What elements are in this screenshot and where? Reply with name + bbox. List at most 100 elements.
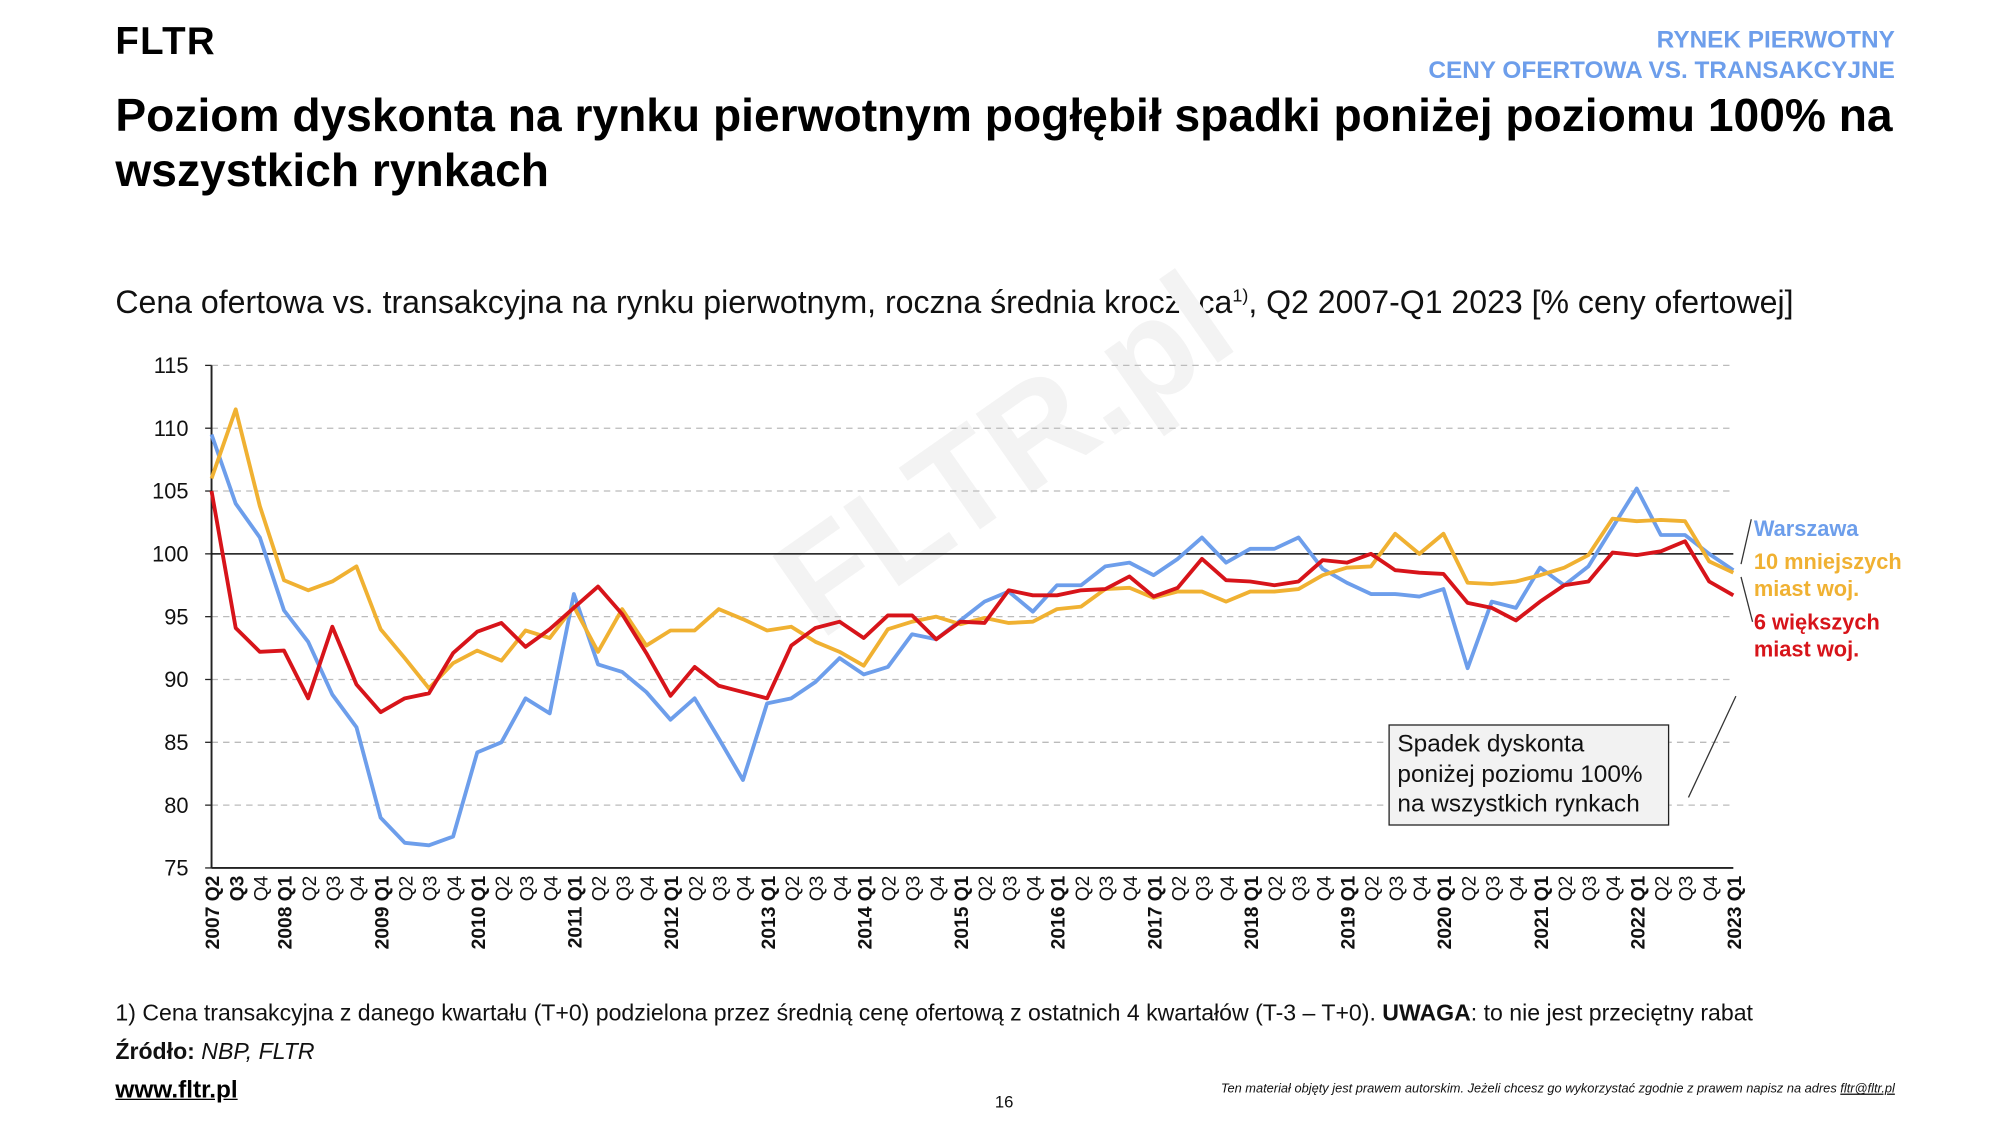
x-tick-label: Q3 <box>1097 876 1118 902</box>
y-tick-label: 95 <box>164 604 188 629</box>
chart-title: Cena ofertowa vs. transakcyjna na rynku … <box>115 285 1793 323</box>
x-tick-label: 2011 Q1 <box>566 875 587 948</box>
kicker-line-2: CENY OFERTOWA VS. TRANSAKCYJNE <box>1428 57 1895 85</box>
x-tick-label: Q2 <box>1459 876 1480 902</box>
y-tick-label: 85 <box>164 730 188 755</box>
y-tick-label: 80 <box>164 793 188 818</box>
x-tick-label: Q2 <box>590 876 611 902</box>
legend-leader-bottom <box>1740 576 1754 622</box>
x-tick-label: Q4 <box>928 875 949 901</box>
x-tick-label: Q4 <box>252 875 273 901</box>
y-tick-label: 105 <box>152 479 188 504</box>
legend-label: 10 mniejszych <box>1753 549 1902 575</box>
annotation-box: Spadek dyskonta poniżej poziomu 100% na … <box>1388 724 1670 825</box>
copyright-text: Ten materiał objęty jest prawem autorski… <box>1220 1082 1837 1097</box>
x-tick-label: Q4 <box>1604 875 1625 901</box>
x-tick-label: Q3 <box>1387 876 1408 902</box>
brand-logo: FLTR <box>115 20 216 63</box>
x-tick-label: Q2 <box>300 876 321 902</box>
x-tick-label: 2018 Q1 <box>1242 875 1263 949</box>
x-tick-label: Q3 <box>1194 876 1215 902</box>
x-tick-label: Q4 <box>831 875 852 901</box>
series-line-2 <box>209 490 1735 715</box>
x-tick-label: Q3 <box>421 876 442 902</box>
legend-label: Warszawa <box>1753 516 1859 542</box>
x-tick-label: Q2 <box>1169 876 1190 902</box>
x-tick-label: Q4 <box>735 875 756 901</box>
x-tick-label: Q3 <box>1483 876 1504 902</box>
x-tick-label: 2009 Q1 <box>372 875 393 949</box>
footnote: 1) Cena transakcyjna z danego kwartału (… <box>115 1000 1753 1027</box>
legend-leader-top <box>1740 519 1752 565</box>
source-label: Źródło: <box>115 1038 195 1065</box>
legend-6-larger-cities: 6 większych miast woj. <box>1754 609 1880 663</box>
x-tick-label: Q3 <box>1677 876 1698 902</box>
x-tick-label: Q3 <box>807 876 828 902</box>
x-tick-label: Q2 <box>783 876 804 902</box>
x-tick-label: 2012 Q1 <box>662 875 683 949</box>
source-value: NBP, FLTR <box>201 1038 315 1065</box>
x-tick-label: Q4 <box>445 875 466 901</box>
x-tick-label: Q2 <box>1266 876 1287 902</box>
x-tick-label: 2010 Q1 <box>469 875 490 949</box>
series-line-0 <box>209 433 1735 848</box>
copyright-email-link[interactable]: fltr@fltr.pl <box>1840 1082 1895 1097</box>
x-tick-label: Q4 <box>1121 875 1142 901</box>
x-tick-label: 2015 Q1 <box>952 875 973 949</box>
x-tick-label: Q3 <box>1580 876 1601 902</box>
x-tick-label: 2007 Q2 <box>203 876 224 950</box>
y-tick-label: 90 <box>164 667 188 692</box>
x-tick-label: Q2 <box>976 876 997 902</box>
chart-title-text: Cena ofertowa vs. transakcyjna na rynku … <box>115 285 1233 321</box>
x-tick-label: 2022 Q1 <box>1628 875 1649 949</box>
chart-title-footnote-ref: 1) <box>1232 284 1249 306</box>
x-tick-label: Q3 <box>1290 876 1311 902</box>
x-tick-label: Q3 <box>1000 876 1021 902</box>
y-tick-label: 115 <box>154 353 189 378</box>
source: Źródło: NBP, FLTR <box>115 1038 314 1065</box>
x-tick-label: Q3 <box>227 876 248 902</box>
x-tick-label: Q4 <box>1508 875 1529 901</box>
legend-10-smaller-cities: 10 mniejszych miast woj. <box>1754 549 1902 603</box>
x-tick-label: Q4 <box>1218 875 1239 901</box>
x-tick-label: Q2 <box>1073 876 1094 902</box>
x-tick-label: Q2 <box>880 876 901 902</box>
page-number: 16 <box>994 1092 1014 1112</box>
kicker-line-1: RYNEK PIERWOTNY <box>1656 26 1895 54</box>
footnote-rest: : to nie jest przeciętny rabat <box>1470 999 1753 1026</box>
x-tick-label: 2019 Q1 <box>1339 875 1360 949</box>
x-tick-label: Q4 <box>1314 875 1335 901</box>
x-tick-label: 2016 Q1 <box>1049 875 1070 949</box>
x-tick-label: Q4 <box>541 875 562 901</box>
x-tick-label: Q2 <box>493 876 514 902</box>
x-tick-label: 2023 Q1 <box>1725 875 1746 949</box>
chart-title-suffix: , Q2 2007-Q1 2023 [% ceny ofertowej] <box>1248 285 1794 321</box>
watermark: FLTR.pl <box>747 241 1259 665</box>
x-tick-label: Q2 <box>396 876 417 902</box>
legend-label: miast woj. <box>1753 576 1860 602</box>
x-tick-label: Q4 <box>1025 875 1046 901</box>
x-tick-label: 2020 Q1 <box>1435 875 1456 949</box>
x-tick-label: 2013 Q1 <box>759 875 780 949</box>
x-tick-label: Q2 <box>686 876 707 902</box>
footnote-warning: UWAGA <box>1382 999 1471 1026</box>
legend-label: 6 większych <box>1753 610 1880 635</box>
x-tick-label: Q2 <box>1653 876 1674 902</box>
x-tick-label: Q3 <box>614 876 635 902</box>
website-link[interactable]: www.fltr.pl <box>115 1076 238 1104</box>
section-kicker: RYNEK PIERWOTNY CENY OFERTOWA VS. TRANSA… <box>1428 26 1895 88</box>
page-title: Poziom dyskonta na rynku pierwotnym pogł… <box>115 88 1893 197</box>
callout-leader <box>1687 695 1737 798</box>
x-tick-label: Q3 <box>324 876 345 902</box>
x-tick-label: 2008 Q1 <box>276 875 297 949</box>
copyright-notice: Ten materiał objęty jest prawem autorski… <box>1221 1082 1895 1096</box>
x-tick-label: 2017 Q1 <box>1145 875 1166 949</box>
x-tick-label: Q4 <box>1411 875 1432 901</box>
legend-label: miast woj. <box>1753 637 1860 662</box>
x-tick-label: Q3 <box>904 876 925 902</box>
footnote-text: 1) Cena transakcyjna z danego kwartału (… <box>115 999 1376 1026</box>
x-tick-label: Q2 <box>1363 876 1384 902</box>
x-tick-label: 2014 Q1 <box>855 875 876 949</box>
